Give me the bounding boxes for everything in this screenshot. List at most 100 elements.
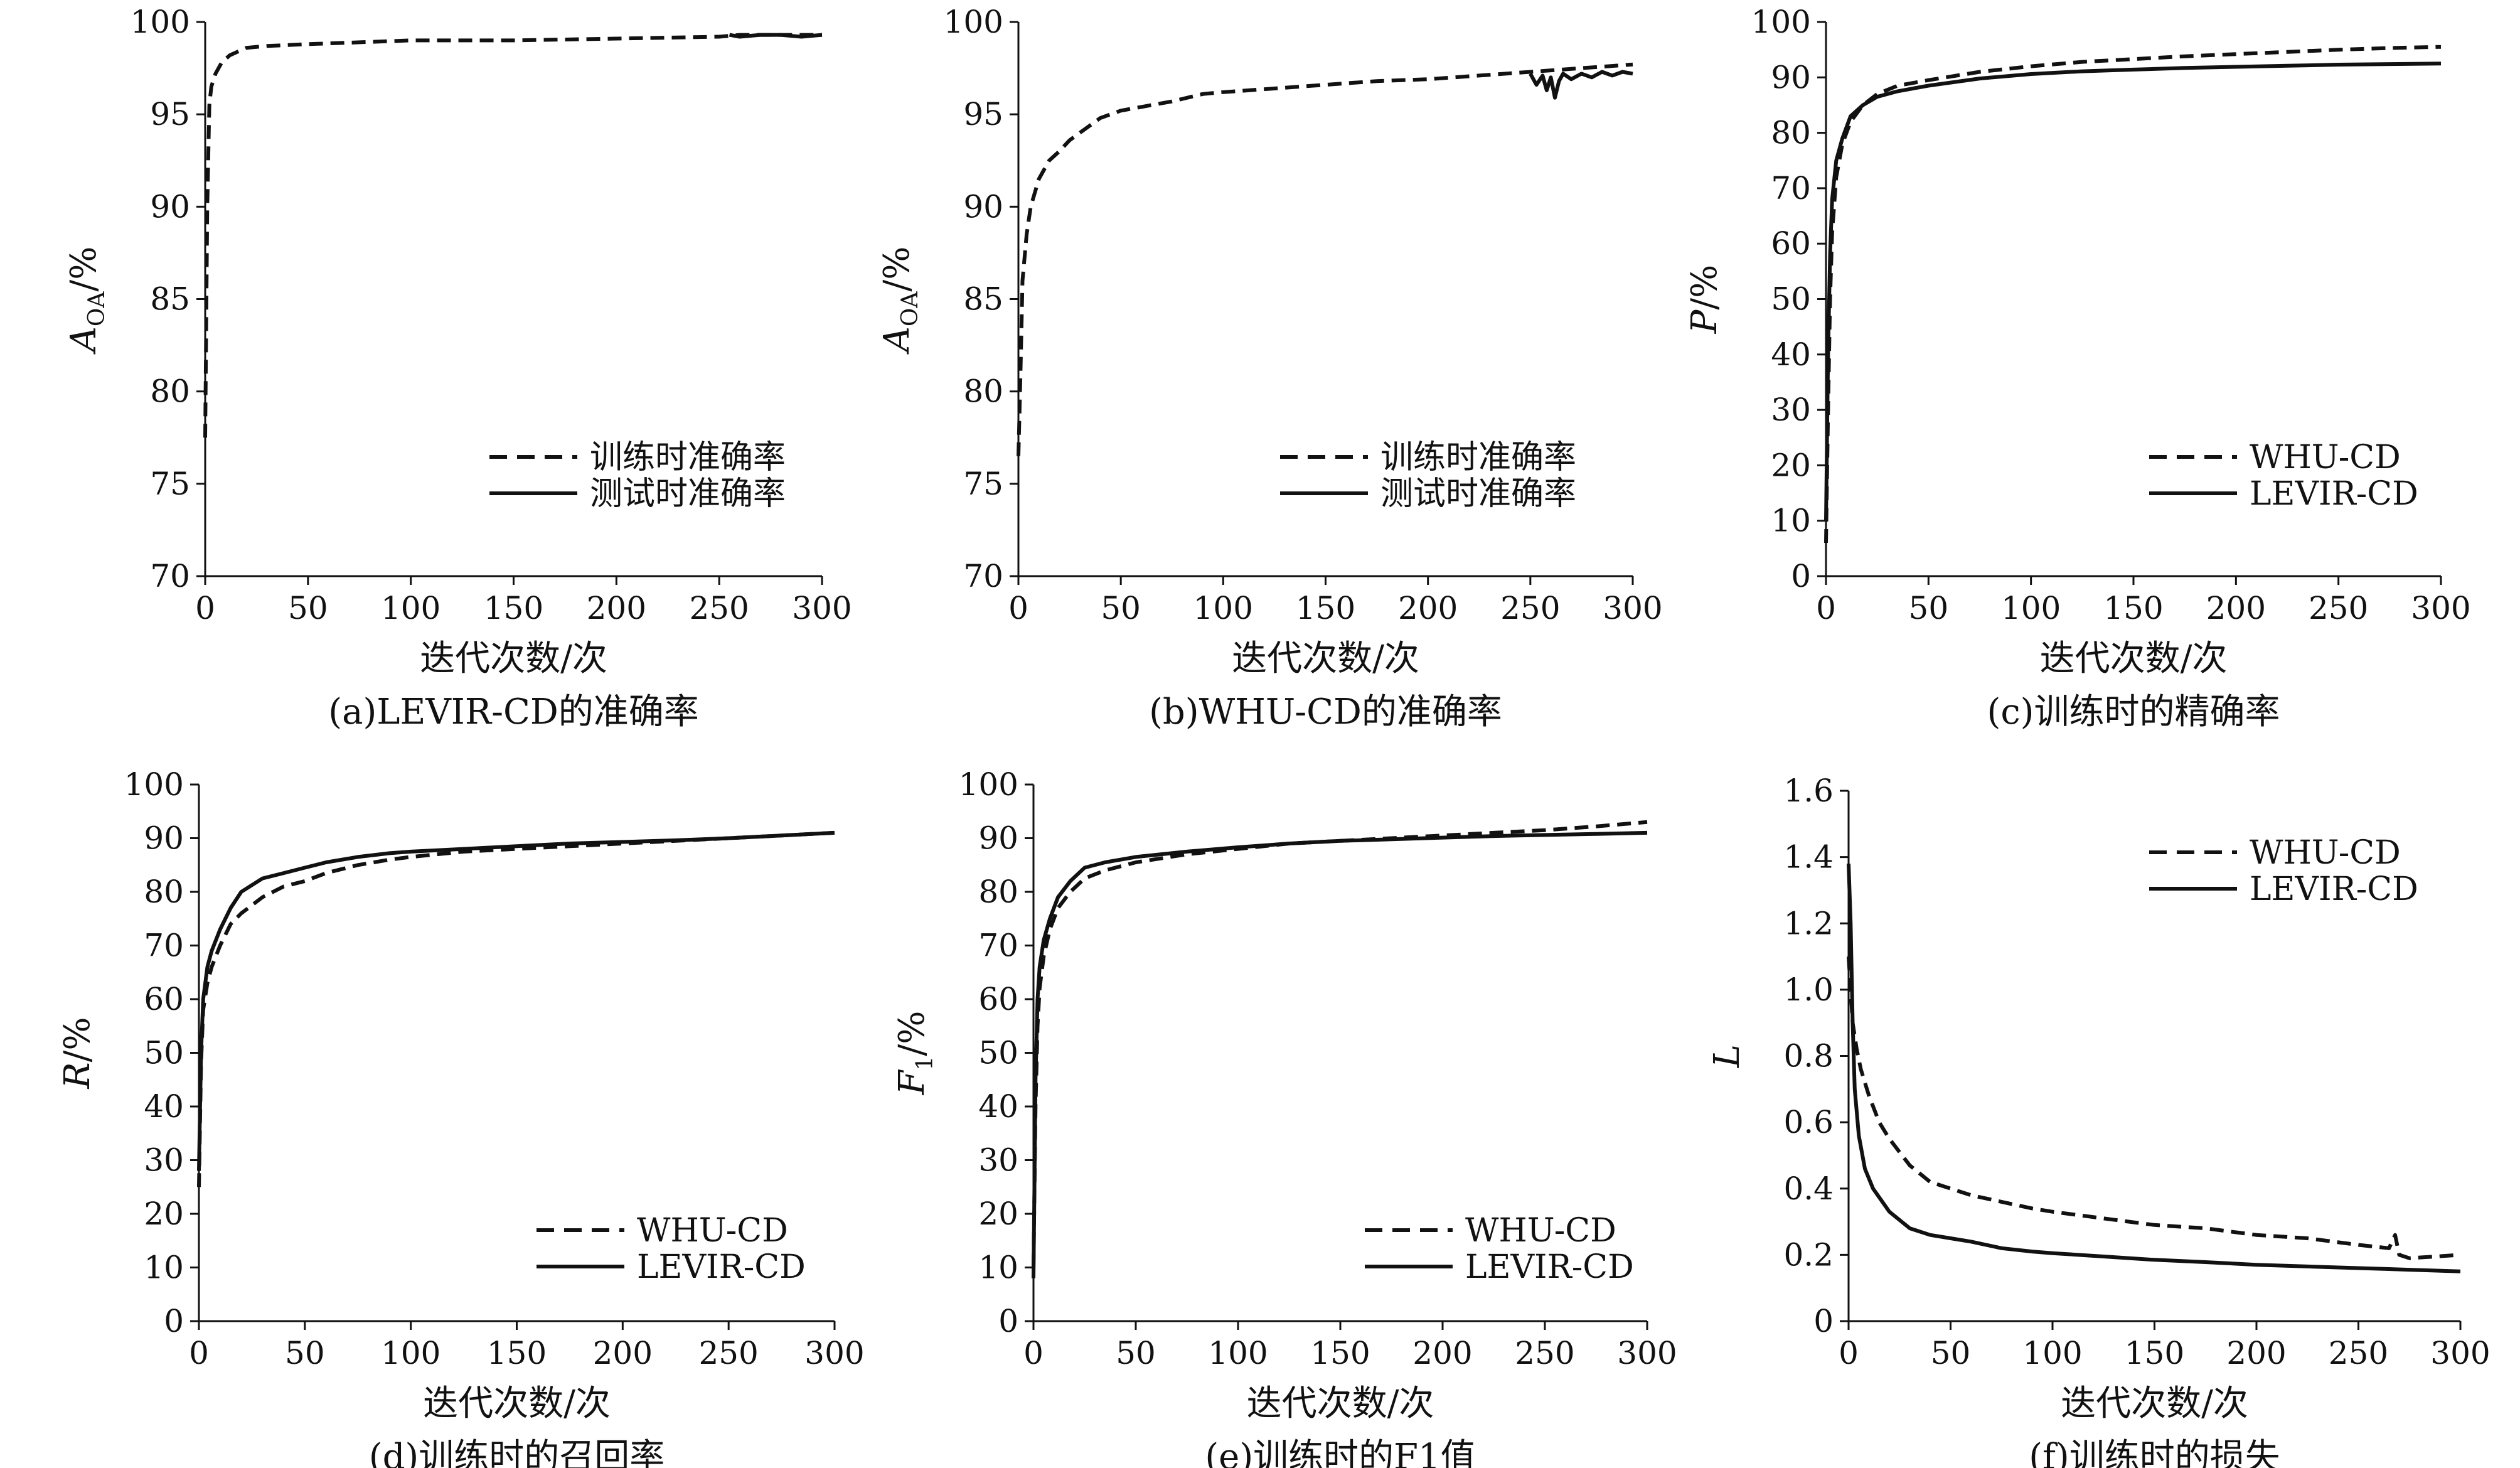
- x-tick-label: 250: [698, 1335, 758, 1371]
- series-line-solid: [197, 830, 835, 1171]
- x-tick-label: 200: [587, 590, 646, 626]
- panel-caption: (c)训练时的精确率: [1987, 692, 2280, 732]
- legend-label: LEVIR-CD: [2250, 871, 2418, 908]
- legend-label: 训练时准确率: [590, 439, 786, 476]
- x-tick-label: 300: [792, 590, 852, 626]
- x-tick-label: 200: [593, 1335, 653, 1371]
- x-tick-label: 250: [2329, 1335, 2388, 1371]
- y-tick-label: 75: [150, 466, 190, 502]
- chart-panel-b: 70 75 80 85 90 95 100 0 50 100 150 200 250 300 迭代次数/次 A…: [877, 4, 1663, 732]
- panel-caption: (a)LEVIR-CD的准确率: [328, 692, 699, 732]
- legend-label: 测试时准确率: [590, 475, 786, 513]
- y-tick-label: 0: [1813, 1303, 1834, 1339]
- x-tick-label: 200: [2206, 590, 2266, 626]
- legend-label: WHU-CD: [637, 1212, 788, 1250]
- y-tick-label: 10: [1771, 503, 1811, 539]
- y-axis-label: F1/%: [892, 1011, 938, 1096]
- y-tick-label: 70: [978, 928, 1018, 964]
- x-tick-label: 0: [195, 590, 215, 626]
- panel-caption: (b)WHU-CD的准确率: [1149, 692, 1502, 732]
- y-tick-label: 0.2: [1783, 1236, 1834, 1273]
- y-tick-label: 70: [150, 558, 190, 594]
- y-tick-label: 80: [978, 874, 1018, 910]
- panel-caption: (f)训练时的损失: [2029, 1437, 2280, 1468]
- x-tick-label: 100: [2022, 1335, 2082, 1371]
- x-tick-label: 100: [381, 1335, 440, 1371]
- y-tick-label: 1.2: [1783, 905, 1834, 941]
- y-tick-label: 30: [144, 1142, 184, 1179]
- chart-panel-c: 0 10 20 30 40 50 60 70 80 90 100 0 50 100 150 200 250 300…: [1684, 4, 2471, 732]
- x-tick-label: 300: [1603, 590, 1662, 626]
- y-tick-label: 85: [150, 281, 190, 318]
- series-line-solid: [1032, 830, 1648, 1278]
- x-tick-label: 150: [487, 1335, 547, 1371]
- x-tick-label: 300: [804, 1335, 864, 1371]
- x-tick-label: 0: [1008, 590, 1028, 626]
- y-tick-label: 10: [978, 1250, 1018, 1286]
- y-tick-label: 100: [131, 4, 190, 40]
- y-tick-label: 70: [1771, 170, 1811, 206]
- panel-caption: (e)训练时的F1值: [1205, 1437, 1475, 1468]
- x-tick-label: 100: [2001, 590, 2061, 626]
- y-tick-label: 80: [1771, 115, 1811, 151]
- x-axis-label: 迭代次数/次: [1247, 1383, 1434, 1424]
- x-axis-label: 迭代次数/次: [420, 638, 607, 679]
- y-tick-label: 10: [144, 1250, 184, 1286]
- y-tick-label: 0.6: [1783, 1104, 1834, 1140]
- series-line-dashed: [1032, 820, 1648, 1268]
- legend-label: 训练时准确率: [1380, 439, 1576, 476]
- y-tick-label: 1.6: [1783, 773, 1834, 809]
- x-tick-label: 0: [1816, 590, 1836, 626]
- x-tick-label: 300: [2411, 590, 2470, 626]
- y-tick-label: 100: [124, 766, 184, 803]
- series-line-dashed: [197, 830, 835, 1187]
- y-tick-label: 0.4: [1783, 1171, 1834, 1207]
- legend-label: WHU-CD: [1465, 1212, 1616, 1250]
- y-tick-label: 20: [978, 1196, 1018, 1232]
- y-tick-label: 100: [944, 4, 1003, 40]
- y-tick-label: 70: [144, 928, 184, 964]
- x-tick-label: 150: [2125, 1335, 2184, 1371]
- x-tick-label: 0: [1839, 1335, 1859, 1371]
- y-tick-label: 50: [1771, 281, 1811, 318]
- x-axis-label: 迭代次数/次: [2061, 1383, 2248, 1424]
- series-line-dashed: [1847, 956, 2461, 1260]
- x-tick-label: 50: [1909, 590, 1949, 626]
- x-tick-label: 50: [1116, 1335, 1156, 1371]
- y-tick-label: 70: [963, 558, 1003, 594]
- series-line-solid: [1847, 864, 2461, 1273]
- y-tick-label: 0: [1791, 558, 1811, 594]
- x-axis-label: 迭代次数/次: [2040, 638, 2228, 679]
- series-line-dashed: [203, 33, 822, 438]
- y-axis-label: AOA/%: [877, 246, 923, 355]
- y-tick-label: 0: [998, 1303, 1018, 1339]
- x-tick-label: 50: [285, 1335, 325, 1371]
- chart-panel-a: 70 75 80 85 90 95 100 0 50 100 150 200 250 300 迭代次数/次 A…: [63, 4, 852, 732]
- x-tick-label: 0: [189, 1335, 209, 1371]
- y-tick-label: 40: [144, 1088, 184, 1125]
- y-tick-label: 80: [144, 874, 184, 910]
- y-tick-label: 60: [144, 981, 184, 1017]
- panel-caption: (d)训练时的召回率: [369, 1437, 665, 1468]
- x-tick-label: 150: [1296, 590, 1355, 626]
- legend-label: LEVIR-CD: [1465, 1248, 1634, 1286]
- x-tick-label: 300: [1617, 1335, 1677, 1371]
- y-tick-label: 1.4: [1783, 839, 1834, 876]
- x-tick-label: 250: [1515, 1335, 1574, 1371]
- x-axis-label: 迭代次数/次: [1232, 638, 1419, 679]
- x-tick-label: 50: [288, 590, 328, 626]
- y-tick-label: 90: [978, 820, 1018, 857]
- x-tick-label: 200: [1412, 1335, 1472, 1371]
- x-tick-label: 300: [2430, 1335, 2490, 1371]
- y-tick-label: 85: [963, 281, 1003, 318]
- y-axis-label: R/%: [57, 1017, 98, 1089]
- y-tick-label: 80: [150, 373, 190, 410]
- legend-label: LEVIR-CD: [2250, 475, 2418, 513]
- x-tick-label: 100: [381, 590, 440, 626]
- series-line-solid: [729, 33, 823, 39]
- x-tick-label: 100: [1193, 590, 1253, 626]
- y-tick-label: 40: [978, 1088, 1018, 1125]
- series-line-solid: [1529, 70, 1633, 100]
- y-tick-label: 40: [1771, 336, 1811, 373]
